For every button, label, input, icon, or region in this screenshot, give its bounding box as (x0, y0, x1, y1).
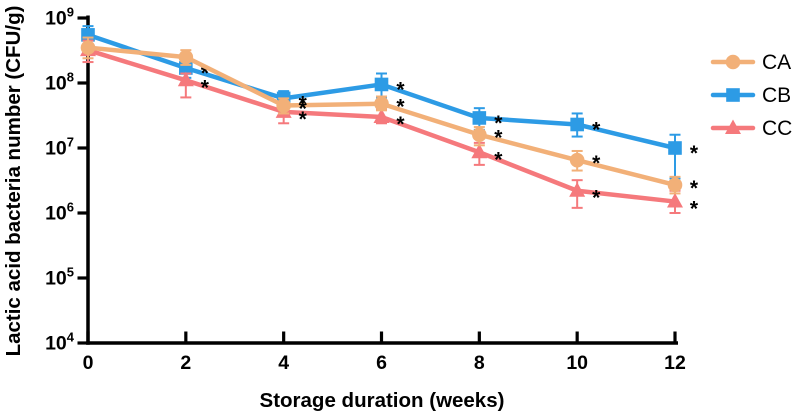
significance-asterisk: * (592, 187, 601, 210)
significance-asterisk: * (396, 113, 405, 136)
y-tick-label: 107 (45, 135, 74, 160)
significance-asterisk: * (592, 152, 601, 175)
y-tick-label: 109 (45, 5, 74, 30)
x-tick-label: 4 (278, 352, 289, 374)
legend-item-cb: CB (710, 84, 791, 107)
significance-asterisk: * (690, 198, 699, 221)
significance-asterisk: * (201, 62, 210, 85)
legend-label-ca: CA (762, 51, 791, 74)
significance-asterisk: * (592, 118, 601, 141)
significance-asterisk: * (299, 98, 308, 121)
significance-asterisk: * (494, 127, 503, 150)
legend-marker-cb (726, 88, 740, 102)
y-tick-label: 106 (45, 200, 74, 225)
x-tick-label: 12 (664, 352, 686, 374)
x-axis-label: Storage duration (weeks) (260, 389, 505, 412)
x-tick-label: 10 (566, 352, 588, 374)
data-point-CA-week10 (569, 152, 585, 168)
legend-item-ca: CA (710, 51, 791, 74)
legend-marker-cc (725, 119, 741, 134)
data-point-CA-week0 (80, 40, 96, 55)
significance-asterisk: * (299, 108, 308, 131)
significance-asterisk: * (690, 142, 699, 165)
data-point-CB-week12 (668, 141, 682, 155)
data-point-CC-week6 (373, 108, 390, 123)
data-point-CB-week10 (570, 117, 584, 132)
y-axis-label: Lactic acid bacteria number (CFU/g) (2, 6, 25, 357)
significance-asterisk: * (201, 76, 210, 99)
data-point-CC-week8 (471, 143, 488, 159)
legend-item-cc: CC (710, 117, 792, 140)
legend-label-cc: CC (762, 117, 792, 140)
y-tick-label: 104 (45, 330, 75, 355)
x-tick-label: 0 (83, 352, 94, 374)
y-tick-label: 105 (45, 265, 74, 290)
significance-asterisk: * (494, 112, 503, 135)
data-point-CC-week2 (177, 71, 194, 87)
significance-asterisk: * (396, 96, 405, 119)
x-tick-label: 8 (474, 352, 485, 374)
legend: CA CB CC (710, 51, 792, 140)
data-point-CB-week6 (374, 77, 389, 92)
series-CA: * **** (80, 36, 699, 200)
data-point-CA-week2 (178, 49, 194, 65)
x-tick-label: 6 (376, 352, 387, 374)
data-point-CB-week8 (472, 111, 487, 125)
x-tick-label: 2 (180, 352, 191, 374)
series-CB: **** ** (81, 25, 699, 180)
data-point-CC-week10 (569, 182, 586, 197)
data-point-CA-week6 (374, 96, 389, 112)
legend-label-cb: CB (762, 84, 791, 107)
data-point-CA-week8 (472, 127, 487, 143)
significance-asterisk: * (396, 78, 405, 101)
data-point-CA-week12 (667, 177, 683, 193)
data-point-CA-week4 (276, 98, 291, 113)
y-tick-label: 108 (45, 70, 74, 95)
significance-asterisk: * (494, 148, 503, 171)
legend-marker-ca (725, 54, 741, 70)
data-point-CC-week12 (667, 193, 683, 208)
significance-asterisk: * (690, 177, 699, 200)
